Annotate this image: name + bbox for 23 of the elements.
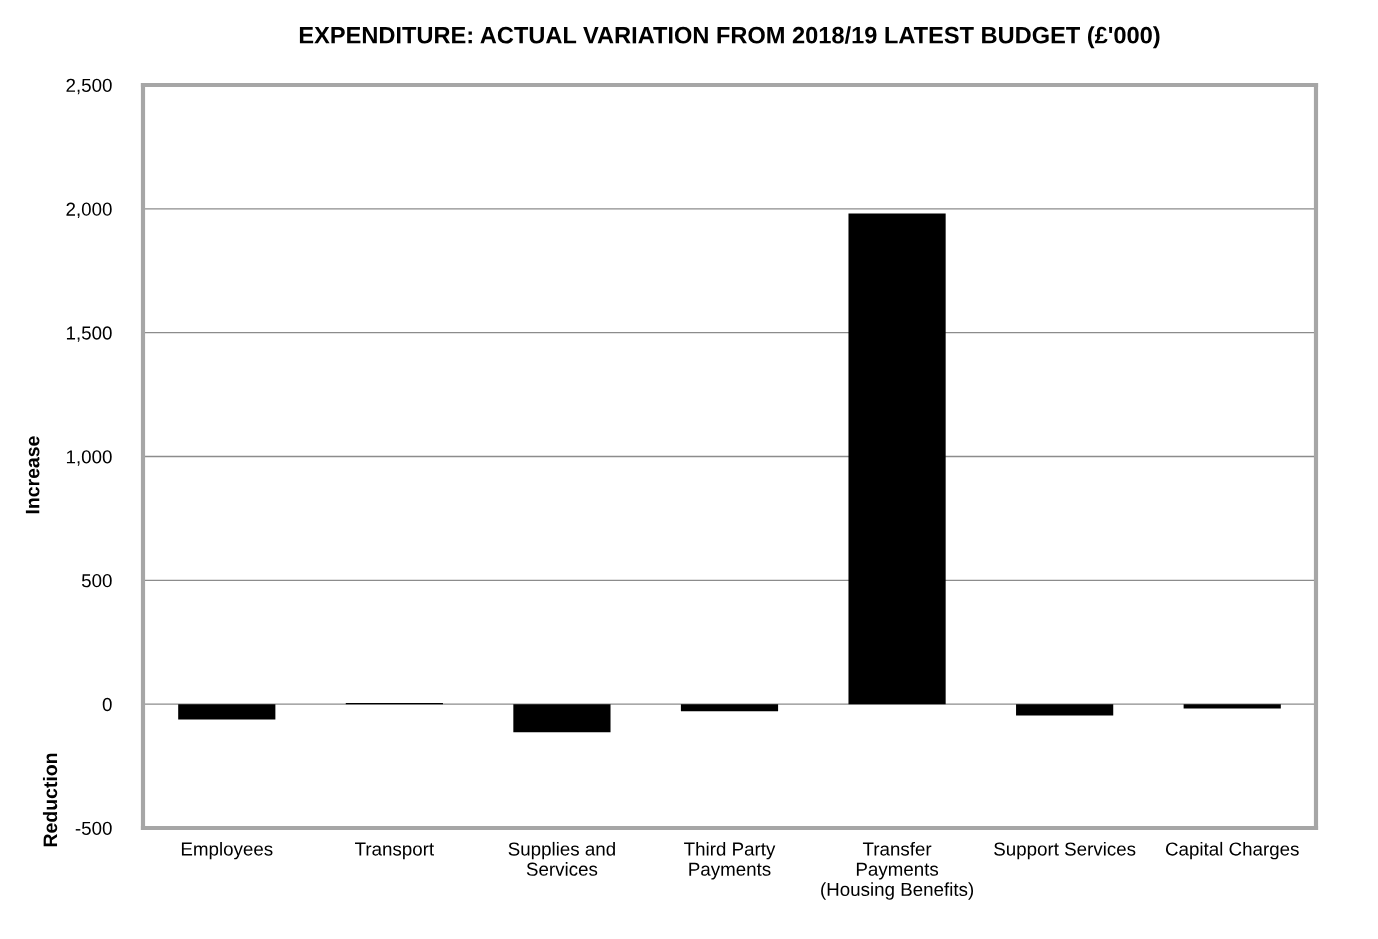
bar — [1016, 704, 1114, 716]
y-tick-label: 2,500 — [66, 78, 112, 95]
x-tick-label: Employees — [181, 841, 273, 860]
y-tick-label: 1,500 — [66, 326, 112, 342]
x-tick-label: Supplies and Services — [508, 841, 615, 876]
bar — [848, 213, 946, 705]
bar — [513, 704, 611, 733]
y-tick-label: 1,000 — [66, 450, 112, 466]
y-tick-label: 500 — [81, 574, 112, 588]
bar — [680, 704, 779, 712]
y-axis-title: Increase — [25, 436, 40, 514]
x-tick-label: Capital Charges — [1165, 841, 1299, 860]
x-tick-label: Support Services — [994, 841, 1136, 860]
x-tick-label: Third Party Payments — [684, 841, 776, 880]
x-tick-label: Transfer Payments (Housing Benefits) — [821, 841, 974, 900]
y-tick-label: 2,000 — [66, 202, 112, 219]
text: Reduction — [42, 753, 58, 847]
y-tick-label: 0 — [102, 697, 112, 712]
bar — [1183, 704, 1281, 709]
bar — [178, 704, 276, 720]
y-tick-label: -500 — [75, 821, 112, 835]
chart-title: EXPENDITURE: ACTUAL VARIATION FROM 2018/19 LATEST BUDGET (£'000) — [299, 26, 1160, 49]
x-tick-label: Transport — [355, 842, 434, 860]
